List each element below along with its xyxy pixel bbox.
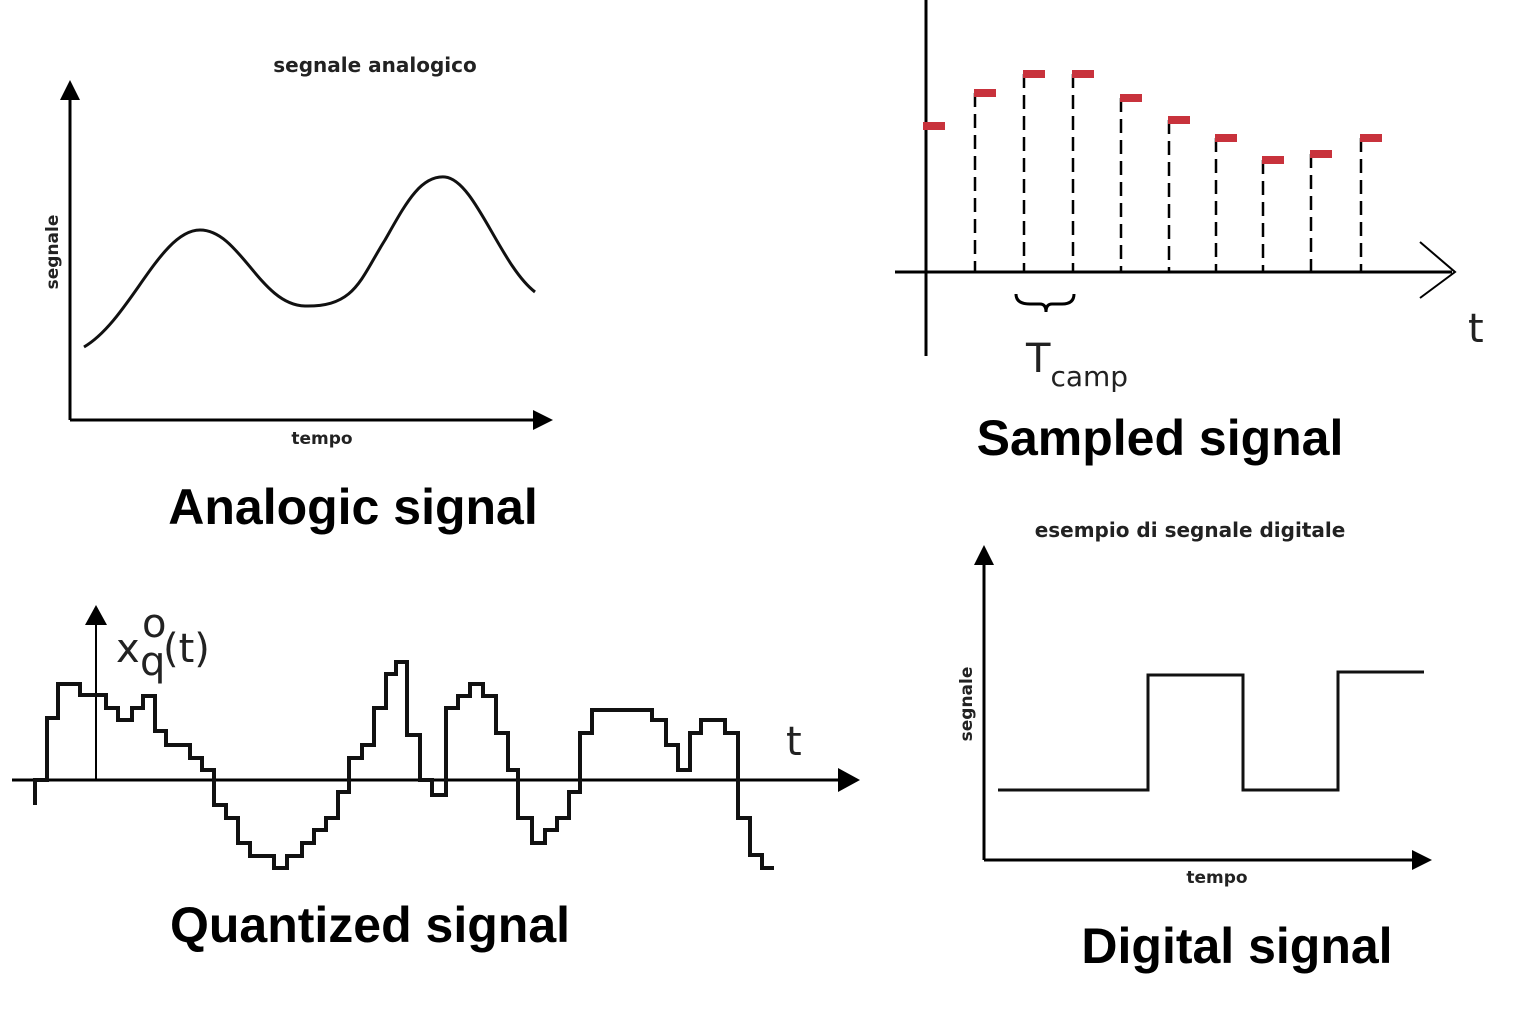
sample-marker — [1120, 94, 1142, 102]
digital-y-label: segnale — [957, 667, 977, 742]
analog-y-axis-arrow — [60, 80, 80, 100]
quantized-caption: Quantized signal — [170, 897, 570, 953]
digital-x-label: tempo — [1186, 868, 1247, 888]
digital-signal-panel: esempio di segnale digitale tempo segnal… — [957, 518, 1432, 974]
sample-marker — [1168, 116, 1190, 124]
analog-x-axis-arrow — [533, 410, 553, 430]
sampling-period-sub: camp — [1050, 360, 1128, 393]
analog-signal-panel: segnale analogico tempo segnale Analogic… — [43, 53, 553, 535]
sampled-t-label: t — [1468, 306, 1484, 352]
digital-waveform — [998, 670, 1424, 792]
quantized-y-label-sub: q — [140, 639, 165, 685]
analog-x-label: tempo — [291, 429, 352, 449]
sample-group — [923, 70, 1382, 272]
sampled-caption: Sampled signal — [977, 410, 1344, 466]
analog-waveform — [83, 175, 536, 349]
digital-caption: Digital signal — [1081, 918, 1392, 974]
digital-title: esempio di segnale digitale — [1035, 518, 1346, 542]
sample-marker — [1310, 150, 1332, 158]
analog-caption: Analogic signal — [168, 479, 538, 535]
quantized-y-axis-arrow — [85, 605, 107, 625]
sample-marker — [923, 122, 945, 130]
quantized-waveform — [33, 660, 774, 870]
quantized-y-label-arg: (t) — [163, 626, 210, 672]
quantized-y-label: x — [116, 626, 140, 672]
quantized-y-label-sup: o — [142, 601, 166, 647]
quantized-signal-panel: x o q (t) t Quantized signal — [12, 601, 860, 953]
sampling-period-brace — [1014, 293, 1076, 313]
analog-title: segnale analogico — [273, 53, 477, 77]
quantized-t-label: t — [786, 719, 802, 765]
sample-marker — [1023, 70, 1045, 78]
analog-y-label: segnale — [43, 215, 63, 290]
sampling-period-main: T — [1025, 336, 1051, 382]
quantized-y-label-main: x — [116, 626, 140, 672]
sample-marker — [1072, 70, 1094, 78]
sampling-period-label: Tcamp — [1025, 336, 1128, 393]
sample-marker — [974, 89, 996, 97]
digital-x-axis-arrow — [1412, 850, 1432, 870]
sample-marker — [1360, 134, 1382, 142]
sampled-x-axis-arrow — [1419, 241, 1457, 299]
digital-y-axis-arrow — [974, 545, 994, 565]
sample-marker — [1215, 134, 1237, 142]
quantized-x-axis-arrow — [838, 768, 860, 792]
sample-marker — [1262, 156, 1284, 164]
sampled-signal-panel: Tcamp t Sampled signal — [895, 0, 1484, 466]
